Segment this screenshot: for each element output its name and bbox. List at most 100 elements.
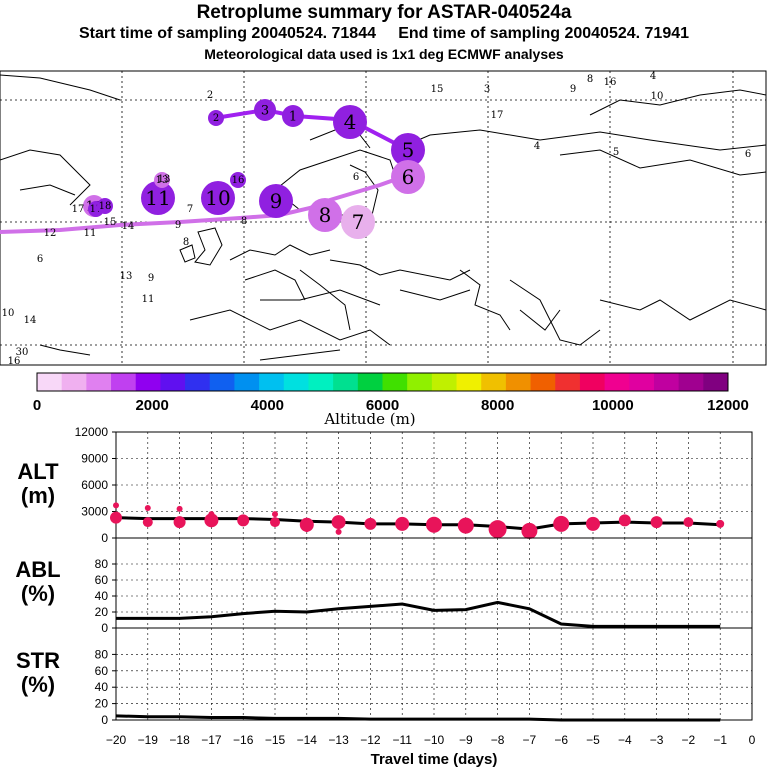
panel-label: (m)	[21, 483, 55, 508]
map-label: 14	[122, 221, 135, 232]
map-label: 9	[148, 273, 154, 284]
map-label: 17	[491, 110, 504, 121]
y-tick-label: 0	[101, 713, 108, 727]
x-tick-label: −5	[586, 733, 600, 747]
x-tick-label: −18	[169, 733, 190, 747]
plume-cluster-label: 4	[344, 110, 357, 134]
y-tick-label: 60	[95, 573, 109, 587]
map-frame	[0, 70, 767, 366]
y-tick-label: 40	[95, 589, 109, 603]
colorbar-cell	[234, 373, 260, 391]
map-label: 17	[72, 204, 85, 215]
plume-cluster-18	[97, 198, 113, 214]
altitude-marker	[176, 505, 183, 512]
map-label: 15	[104, 217, 117, 228]
plume-cluster-label: 2	[213, 113, 219, 124]
plume-cluster-7	[341, 205, 375, 239]
map-label: 8	[183, 237, 189, 248]
plume-cluster-label: 11	[145, 186, 170, 210]
panel-1: 0 20 40 60 80 ABL(%)	[15, 537, 753, 635]
x-tick-label: −15	[265, 733, 286, 747]
x-tick-label: −10	[424, 733, 445, 747]
colorbar-label: Altitude (m)	[323, 410, 415, 428]
plume-cluster-label: 5	[402, 138, 415, 162]
map-label: 9	[175, 220, 181, 231]
series-line-0	[116, 600, 721, 628]
altitude-marker	[110, 511, 122, 524]
altitude-marker	[173, 516, 186, 529]
x-tick-label: −7	[523, 733, 537, 747]
map-label: 2	[207, 90, 213, 101]
colorbar-frame	[36, 372, 729, 392]
map-label: 10	[2, 308, 15, 319]
plume-cluster-2	[208, 110, 224, 126]
map-label: 4	[534, 141, 540, 152]
map-label: 3	[484, 84, 490, 95]
colorbar-cell	[111, 373, 137, 391]
x-tick-label: −3	[650, 733, 664, 747]
chart-title: Retroplume summary for ASTAR-040524a	[196, 2, 572, 23]
map-label: 8	[587, 74, 593, 85]
plume-cluster-label: 9	[270, 189, 283, 213]
altitude-colorbar: 0 2000 4000 6000 8000 10000 12000 Altitude (m)	[33, 372, 749, 428]
colorbar-cell	[382, 373, 408, 391]
plume-cluster-3	[254, 99, 276, 121]
map-label: 7	[187, 204, 193, 215]
map-label: 6	[745, 149, 751, 160]
plume-cluster-label: 16	[232, 175, 245, 186]
colorbar-cell	[357, 373, 383, 391]
map-label: 16	[8, 356, 21, 367]
map-label: 10	[651, 91, 664, 102]
x-tick-label: −11	[392, 733, 412, 747]
map-label: 6	[353, 172, 359, 183]
altitude-marker	[521, 522, 538, 539]
series-line-0	[115, 714, 721, 722]
y-tick-label: 80	[95, 557, 109, 571]
altitude-marker	[395, 516, 410, 531]
altitude-marker	[586, 516, 600, 531]
plume-cluster-16	[230, 172, 246, 188]
map-coastlines	[0, 74, 767, 361]
altitude-marker	[716, 519, 725, 528]
time-series-panels: 030006000900012000ALT(m)020406080ABL(%)0…	[15, 425, 755, 768]
colorbar-tick-label: 4000	[251, 397, 284, 414]
plume-cluster-label: 6	[402, 165, 415, 189]
plume-cluster-11	[141, 181, 175, 215]
altitude-marker	[144, 504, 151, 511]
colorbar-cell	[160, 373, 186, 391]
plume-cluster-label: 7	[352, 210, 365, 234]
altitude-marker	[272, 511, 278, 518]
colorbar-ticks: 0 2000 4000 6000 8000 10000 12000	[33, 397, 749, 414]
altitude-marker	[237, 514, 250, 527]
colorbar-cell	[555, 373, 581, 391]
plume-cluster-label: 10	[205, 186, 230, 210]
colorbar-cell	[703, 373, 729, 391]
colorbar-tick-label: 2000	[135, 397, 168, 414]
plume-cluster-10	[201, 181, 235, 215]
colorbar-cell	[86, 373, 112, 391]
plume-cluster-6	[391, 160, 425, 194]
map-label: 30	[16, 347, 29, 358]
x-tick-label: −17	[201, 733, 222, 747]
altitude-marker	[142, 517, 153, 528]
map-label: 11	[142, 294, 155, 305]
map-label: 4	[650, 71, 656, 82]
retroplume-map: 12345678910111213161718 2153178164910456…	[0, 70, 767, 367]
colorbar-cell	[579, 373, 606, 391]
y-tick-label: 0	[101, 531, 108, 545]
x-tick-label: −13	[328, 733, 349, 747]
plume-cluster-label: 3	[261, 103, 269, 118]
x-tick-label: −8	[491, 733, 505, 747]
colorbar-cell	[530, 373, 556, 391]
map-label: 15	[431, 84, 444, 95]
y-tick-label: 80	[95, 647, 109, 661]
altitude-marker	[457, 517, 474, 534]
altitude-marker	[426, 516, 442, 533]
altitude-marker	[650, 516, 663, 529]
y-tick-label: 9000	[81, 452, 108, 466]
meteorology-subtitle: Meteorological data used is 1x1 deg ECMW…	[204, 46, 564, 62]
map-label: 6	[37, 254, 43, 265]
y-tick-label: 40	[95, 680, 109, 694]
colorbar-cell	[259, 373, 285, 391]
